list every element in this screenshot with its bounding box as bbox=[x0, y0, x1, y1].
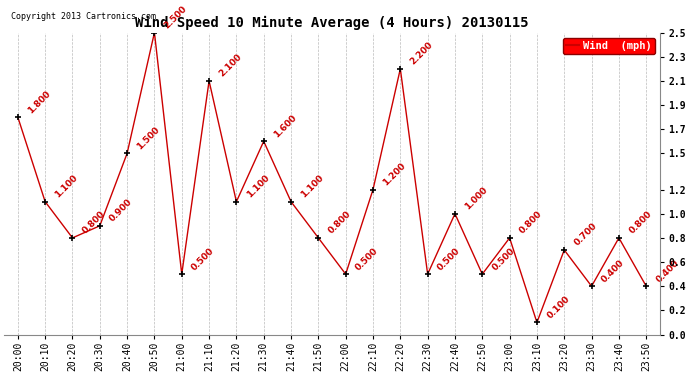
Text: 2.100: 2.100 bbox=[217, 53, 244, 79]
Text: 0.900: 0.900 bbox=[108, 197, 135, 223]
Text: 1.100: 1.100 bbox=[245, 173, 271, 200]
Text: 0.400: 0.400 bbox=[600, 258, 626, 284]
Text: 1.100: 1.100 bbox=[54, 173, 80, 200]
Text: 1.800: 1.800 bbox=[26, 89, 52, 115]
Text: 1.600: 1.600 bbox=[272, 113, 298, 139]
Text: 1.500: 1.500 bbox=[135, 125, 161, 151]
Text: 0.500: 0.500 bbox=[436, 246, 462, 272]
Text: 1.200: 1.200 bbox=[382, 161, 408, 188]
Text: 0.500: 0.500 bbox=[190, 246, 216, 272]
Text: 0.800: 0.800 bbox=[627, 210, 653, 236]
Text: 0.500: 0.500 bbox=[354, 246, 380, 272]
Text: 0.800: 0.800 bbox=[81, 210, 107, 236]
Text: 1.000: 1.000 bbox=[463, 185, 489, 211]
Text: 0.700: 0.700 bbox=[573, 222, 599, 248]
Text: 0.400: 0.400 bbox=[655, 258, 681, 284]
Text: 2.200: 2.200 bbox=[408, 40, 435, 67]
Text: 0.500: 0.500 bbox=[491, 246, 517, 272]
Text: 0.800: 0.800 bbox=[326, 210, 353, 236]
Text: 0.100: 0.100 bbox=[545, 294, 571, 320]
Legend: Wind  (mph): Wind (mph) bbox=[563, 38, 655, 54]
Text: 2.500: 2.500 bbox=[163, 4, 189, 30]
Text: Copyright 2013 Cartronics.com: Copyright 2013 Cartronics.com bbox=[11, 12, 156, 21]
Text: 1.100: 1.100 bbox=[299, 173, 326, 200]
Text: 0.800: 0.800 bbox=[518, 210, 544, 236]
Title: Wind Speed 10 Minute Average (4 Hours) 20130115: Wind Speed 10 Minute Average (4 Hours) 2… bbox=[135, 16, 529, 30]
